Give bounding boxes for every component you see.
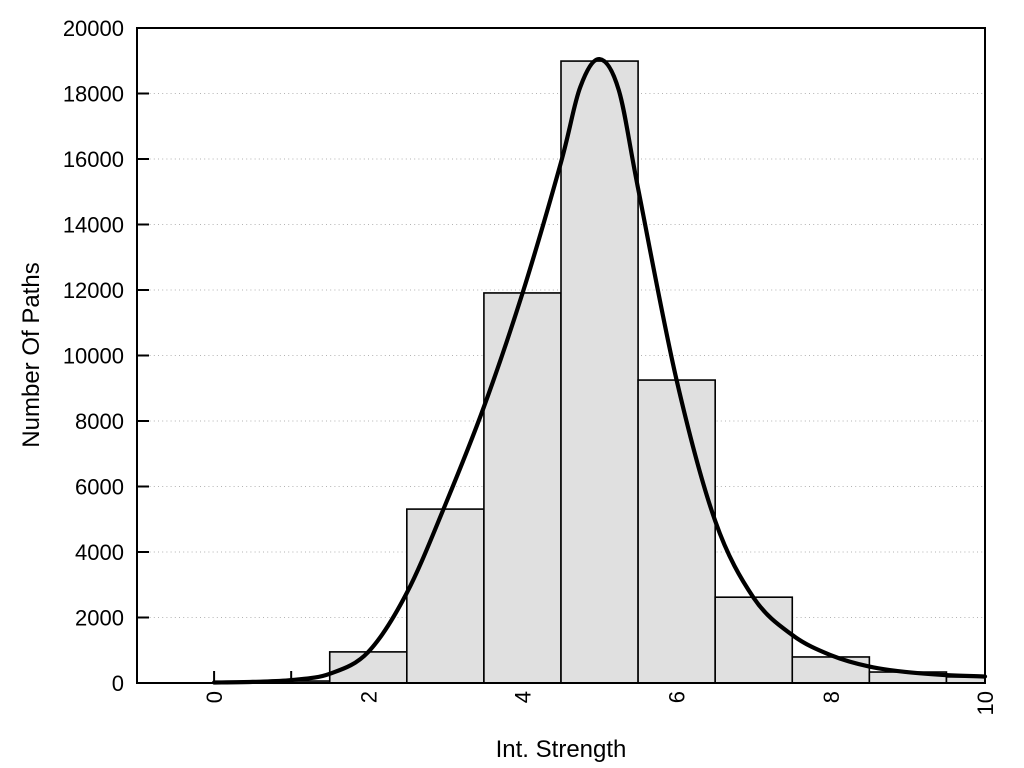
y-tick-label: 10000 xyxy=(63,344,124,369)
fit-curve xyxy=(212,57,988,685)
y-tick-label: 16000 xyxy=(63,147,124,172)
y-tick-label: 18000 xyxy=(63,82,124,107)
y-tick-label: 12000 xyxy=(63,278,124,303)
y-tick-label: 0 xyxy=(112,671,124,696)
histogram-bar xyxy=(483,292,562,684)
y-tick-label: 20000 xyxy=(63,16,124,41)
histogram-bar xyxy=(406,508,485,684)
y-tick-label: 14000 xyxy=(63,213,124,238)
y-tick-label: 6000 xyxy=(75,475,124,500)
plot-frame xyxy=(136,27,986,684)
histogram-bar xyxy=(791,656,871,684)
y-tick-label: 4000 xyxy=(75,540,124,565)
x-tick-label: 0 xyxy=(202,691,227,703)
x-axis-title: Int. Strength xyxy=(495,736,627,763)
histogram-bar xyxy=(560,60,639,684)
x-tick-label: 6 xyxy=(665,691,690,703)
histogram-bar xyxy=(637,379,716,684)
y-tick-label: 2000 xyxy=(75,606,124,631)
histogram-bar xyxy=(714,596,794,684)
y-axis-title: Number Of Paths xyxy=(18,262,45,448)
y-tick-label: 8000 xyxy=(75,409,124,434)
x-tick-label: 8 xyxy=(819,691,844,703)
x-tick-label: 2 xyxy=(356,691,381,703)
x-tick-label: 4 xyxy=(510,691,535,703)
x-tick-label: 10 xyxy=(973,691,998,715)
